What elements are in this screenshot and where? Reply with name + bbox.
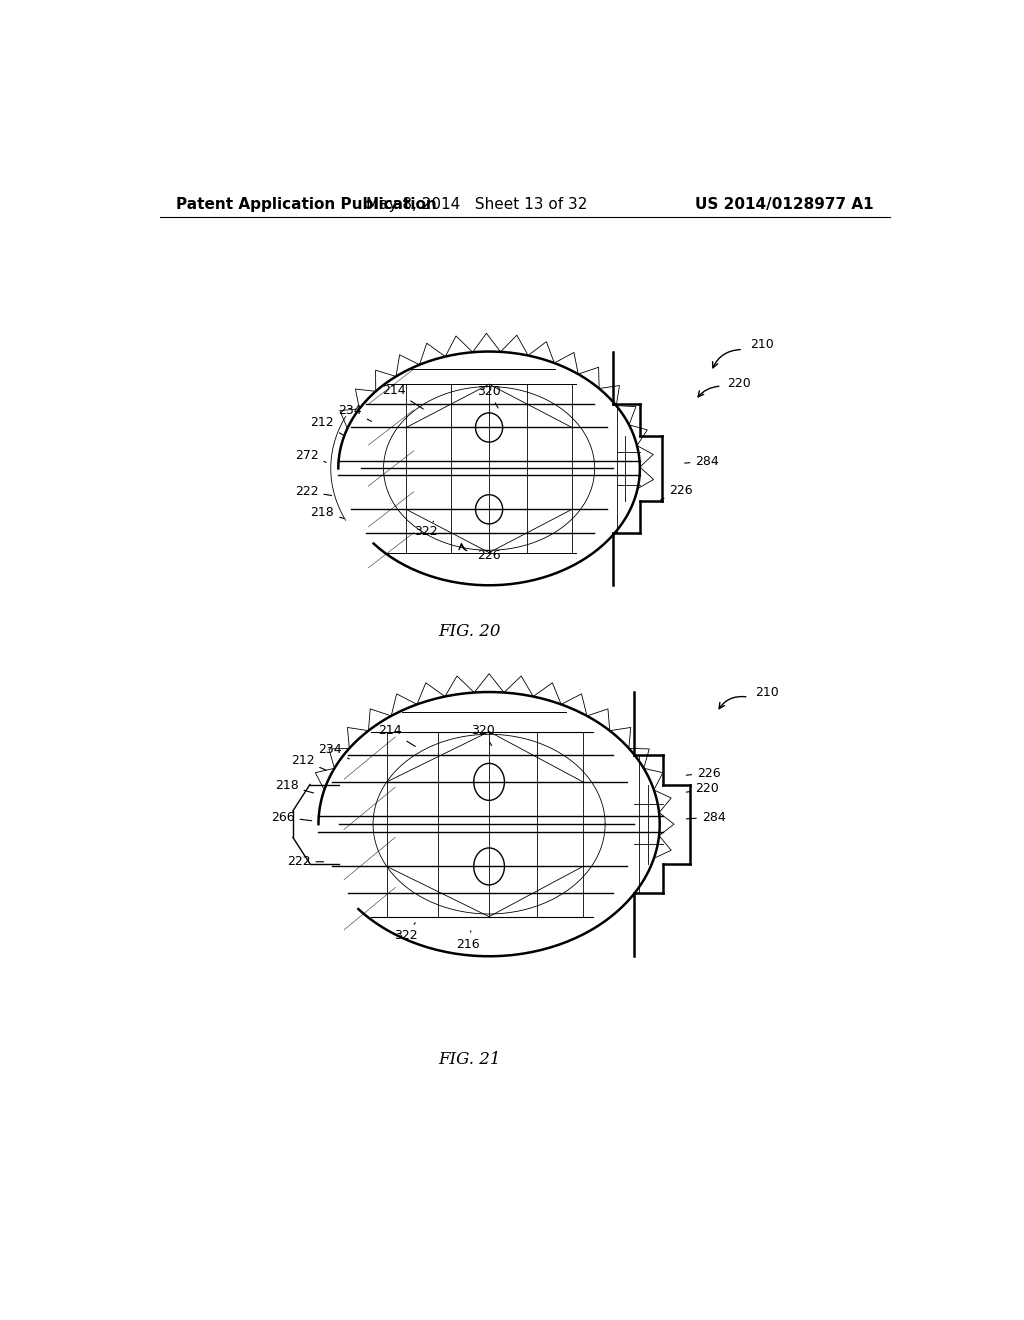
Text: 284: 284 [686, 810, 726, 824]
Text: 220: 220 [686, 781, 719, 795]
Text: 266: 266 [271, 810, 311, 824]
Text: FIG. 21: FIG. 21 [438, 1052, 501, 1068]
Text: 322: 322 [394, 923, 418, 942]
Text: 234: 234 [318, 743, 349, 759]
Text: 222: 222 [295, 486, 332, 498]
Text: US 2014/0128977 A1: US 2014/0128977 A1 [695, 197, 873, 211]
Text: 212: 212 [291, 754, 327, 770]
Text: 218: 218 [310, 506, 344, 519]
Text: 226: 226 [686, 767, 721, 780]
Text: Patent Application Publication: Patent Application Publication [176, 197, 436, 211]
Text: May 8, 2014   Sheet 13 of 32: May 8, 2014 Sheet 13 of 32 [367, 197, 588, 211]
Text: 210: 210 [751, 338, 774, 351]
Text: 272: 272 [295, 449, 327, 462]
Text: 220: 220 [727, 376, 751, 389]
Text: 226: 226 [477, 549, 501, 562]
Text: 226: 226 [660, 484, 693, 500]
Text: 216: 216 [456, 931, 479, 950]
Text: 218: 218 [274, 779, 313, 793]
Text: FIG. 20: FIG. 20 [438, 623, 501, 639]
Text: 210: 210 [755, 685, 778, 698]
Text: 214: 214 [382, 384, 423, 409]
Text: 284: 284 [685, 455, 719, 467]
Text: 320: 320 [477, 384, 501, 408]
Text: 222: 222 [287, 855, 324, 869]
Text: 212: 212 [310, 416, 344, 436]
Text: 234: 234 [338, 404, 372, 421]
Text: 214: 214 [378, 725, 416, 746]
Text: 320: 320 [471, 725, 495, 746]
Text: 322: 322 [414, 521, 437, 539]
